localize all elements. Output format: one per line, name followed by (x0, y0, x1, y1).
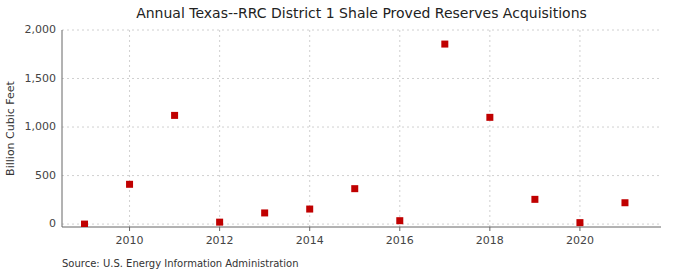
point (81, 221, 88, 227)
source-note: Source: U.S. Energy Information Administ… (62, 258, 299, 269)
x-grid-line (219, 30, 220, 227)
x-tick-label: 2010 (116, 234, 144, 247)
x-tick (219, 227, 220, 231)
point (306, 206, 313, 213)
y-tick-label: 2,000 (25, 23, 57, 36)
y-tick-label: 1,500 (25, 72, 57, 85)
x-grid-line (309, 30, 310, 227)
x-tick-label: 2016 (386, 234, 414, 247)
x-tick (489, 227, 490, 231)
y-grid-line (62, 30, 661, 31)
x-tick-label: 2018 (476, 234, 504, 247)
x-grid-line (129, 30, 130, 227)
x-grid-line (489, 30, 490, 227)
y-grid-line (62, 127, 661, 128)
y-axis-line (62, 30, 63, 227)
point (261, 209, 268, 216)
x-tick (129, 227, 130, 231)
points (81, 41, 628, 227)
y-tick-label: 0 (49, 217, 56, 230)
x-axis-line (62, 227, 661, 228)
point (441, 41, 448, 48)
point (621, 199, 628, 206)
point (171, 112, 178, 119)
y-tick-label: 1,000 (25, 120, 57, 133)
point (126, 181, 133, 188)
grid (62, 30, 661, 227)
y-grid-line (62, 78, 661, 79)
y-grid-line (62, 175, 661, 176)
point (531, 196, 538, 203)
point (486, 114, 493, 121)
y-grid-line (62, 224, 661, 225)
y-tick-label: 500 (35, 169, 56, 182)
x-grid-line (579, 30, 580, 227)
x-tick-label: 2014 (296, 234, 324, 247)
y-axis-label: Billion Cubic Feet (4, 80, 17, 175)
title: Annual Texas--RRC District 1 Shale Prove… (136, 5, 587, 21)
point (396, 217, 403, 224)
x-tick (579, 227, 580, 231)
x-tick (399, 227, 400, 231)
chart: 0 500 1,000 1,500 2,000 2010 2012 2014 2016 2018 2… (0, 0, 675, 275)
point (576, 219, 583, 226)
x-tick-label: 2020 (566, 234, 594, 247)
point (351, 185, 358, 192)
x-tick-label: 2012 (206, 234, 234, 247)
point (216, 219, 223, 226)
x-grid-line (399, 30, 400, 227)
x-tick (309, 227, 310, 231)
